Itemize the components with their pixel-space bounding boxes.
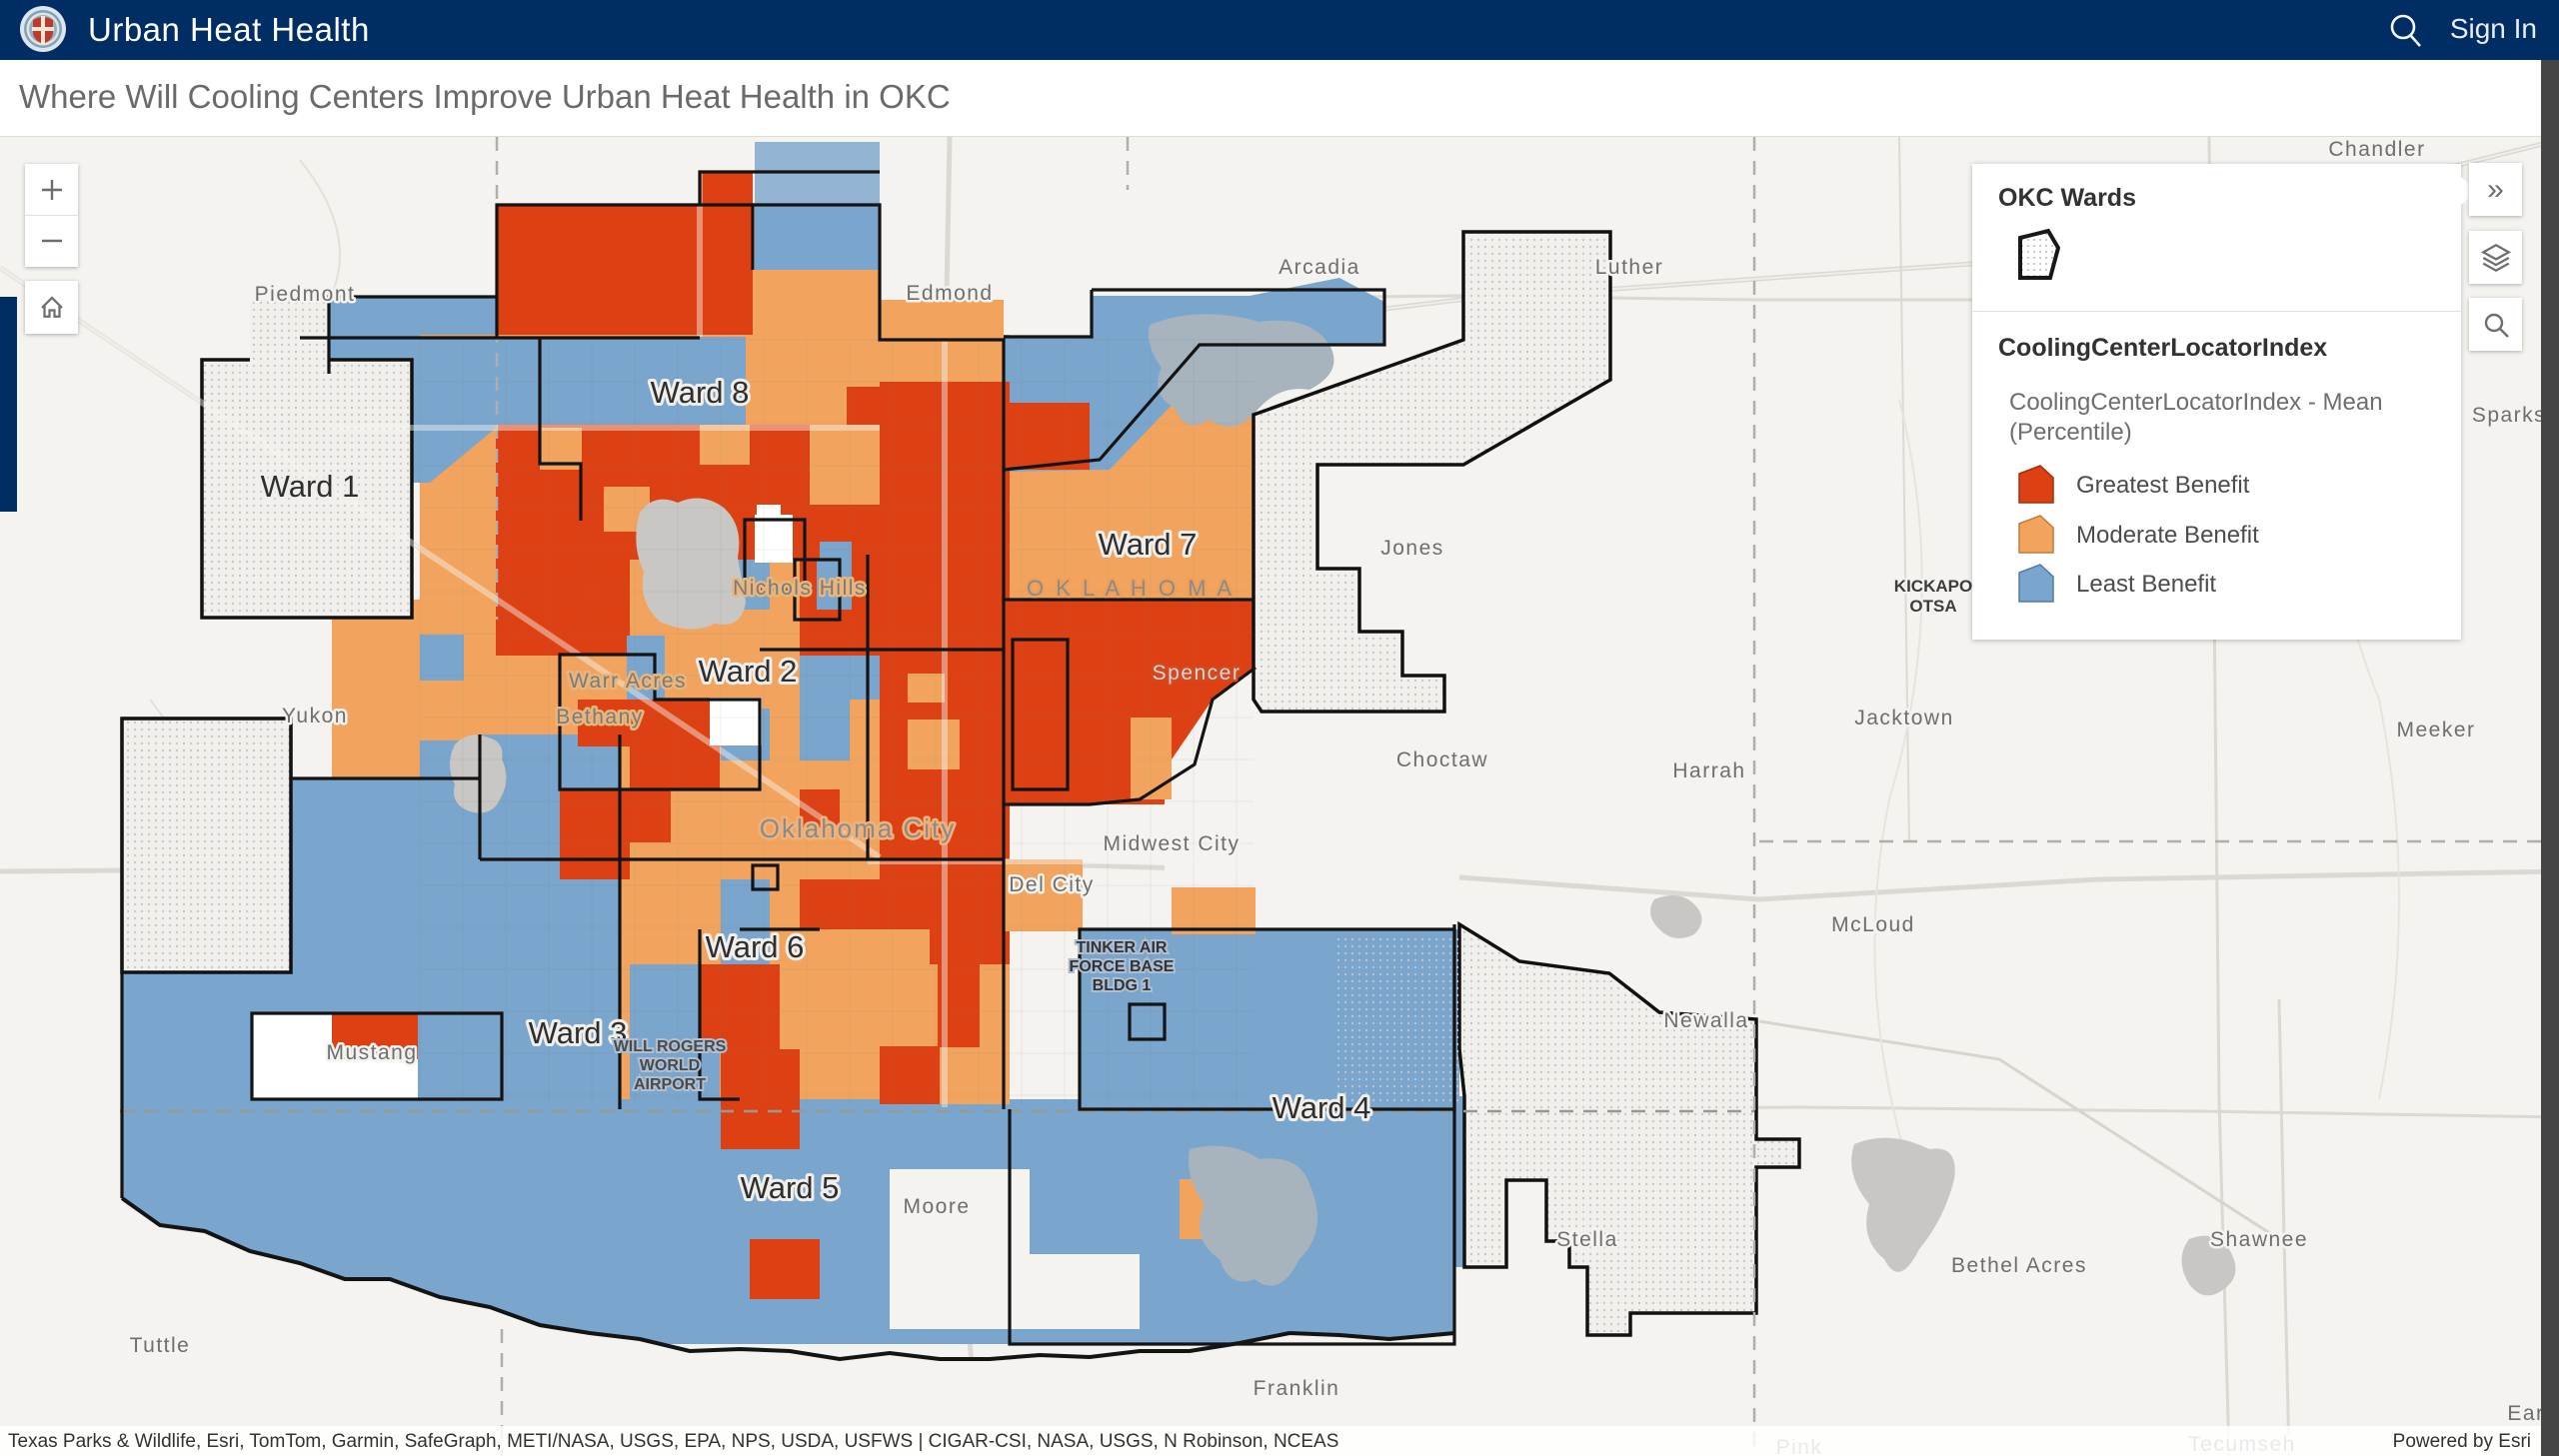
svg-text:TINKER AIR: TINKER AIR [1077,939,1168,956]
svg-text:Oklahoma City: Oklahoma City [760,813,957,843]
svg-text:Warr Acres: Warr Acres [569,670,687,693]
svg-text:Ward 3: Ward 3 [529,1015,628,1050]
svg-text:Jacktown: Jacktown [1854,707,1954,729]
svg-text:Stella: Stella [1556,1228,1618,1251]
svg-text:Arcadia: Arcadia [1279,256,1360,279]
svg-text:Del City: Del City [1009,873,1095,896]
svg-text:McLoud: McLoud [1831,913,1915,936]
svg-text:Ward 2: Ward 2 [699,654,798,689]
svg-text:Bethel Acres: Bethel Acres [1951,1254,2087,1277]
svg-text:Spencer: Spencer [1153,662,1242,685]
svg-text:BLDG 1: BLDG 1 [1093,977,1152,994]
svg-text:Harrah: Harrah [1672,759,1745,782]
svg-text:Ward 6: Ward 6 [706,929,805,964]
svg-text:Franklin: Franklin [1254,1377,1340,1400]
svg-text:Luther: Luther [1595,256,1664,279]
svg-text:AIRPORT: AIRPORT [634,1076,706,1093]
svg-text:Nichols Hills: Nichols Hills [733,577,867,600]
svg-text:Meeker: Meeker [2396,719,2475,741]
svg-text:Ward 7: Ward 7 [1099,527,1198,562]
svg-text:Choctaw: Choctaw [1396,748,1488,771]
svg-text:Midwest City: Midwest City [1103,832,1240,855]
svg-text:Jones: Jones [1380,537,1444,560]
svg-text:Piedmont: Piedmont [255,283,356,306]
svg-text:Shawnee: Shawnee [2210,1228,2308,1251]
svg-text:Edmond: Edmond [906,282,993,305]
svg-text:WORLD: WORLD [640,1057,700,1074]
svg-text:O K L A H O M A: O K L A H O M A [1027,576,1235,601]
svg-text:WILL ROGERS: WILL ROGERS [614,1038,727,1055]
svg-text:OTSA: OTSA [1909,597,1956,616]
svg-text:Chandler: Chandler [2328,138,2425,161]
svg-text:Ward 8: Ward 8 [651,375,750,410]
svg-text:FORCE BASE: FORCE BASE [1070,958,1175,975]
svg-text:Ward 1: Ward 1 [261,469,360,504]
svg-text:Tuttle: Tuttle [130,1334,191,1357]
svg-text:Sparks: Sparks [2472,404,2546,427]
svg-text:Newalla: Newalla [1663,1009,1748,1032]
svg-text:Ward 4: Ward 4 [1273,1090,1371,1125]
svg-text:Yukon: Yukon [282,705,348,728]
svg-text:KICKAPO: KICKAPO [1894,577,1972,596]
svg-text:Moore: Moore [903,1195,970,1218]
svg-text:Bethany: Bethany [556,706,644,728]
svg-text:Mustang: Mustang [326,1041,417,1064]
svg-text:Ward 5: Ward 5 [741,1170,840,1205]
